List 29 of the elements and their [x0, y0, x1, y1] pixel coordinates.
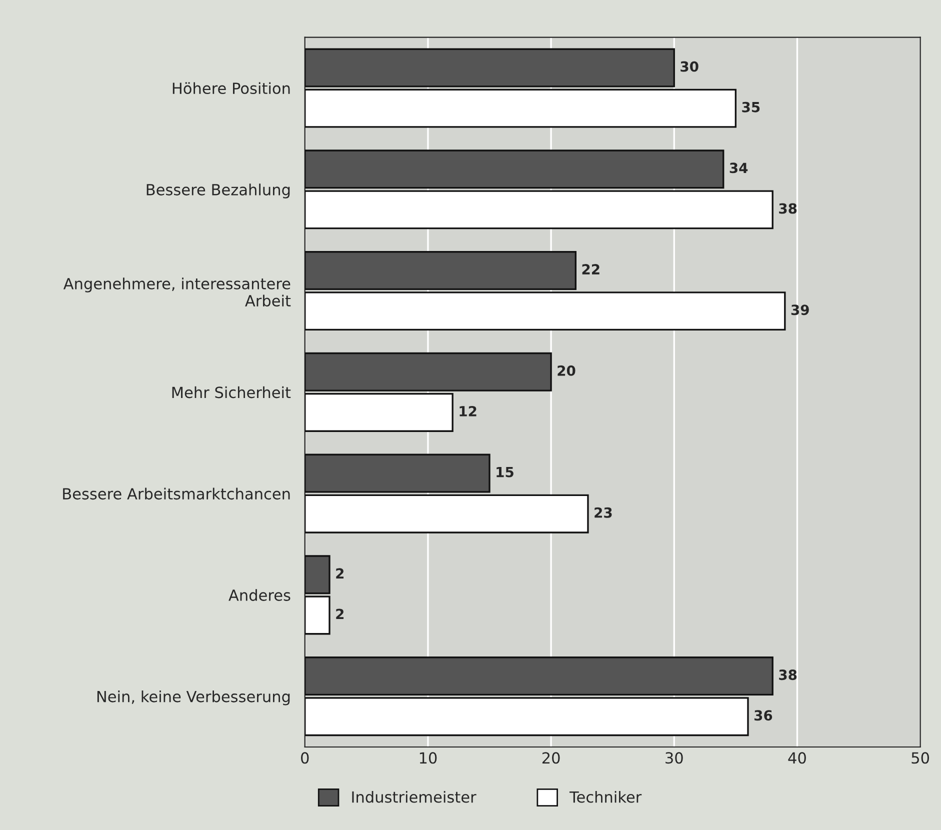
data-label: 23 — [594, 507, 612, 518]
y-tick-label: Anderes — [228, 589, 290, 601]
data-label: 35 — [742, 102, 760, 112]
y-tick-label: Höhere Position — [172, 82, 290, 94]
data-label: 12 — [460, 406, 476, 416]
data-label: 34 — [730, 162, 748, 174]
y-tick-label: Nein, keine Verbesserung — [97, 690, 290, 706]
x-tick-label: 30 — [666, 752, 683, 764]
data-label: 2 — [336, 608, 344, 620]
legend-label: Techniker — [569, 790, 642, 803]
data-label: 22 — [582, 264, 600, 274]
y-tick-label: Angenehmere, interessantere Arbeit — [63, 278, 291, 307]
data-label: 15 — [496, 466, 514, 478]
x-tick-label: 20 — [542, 752, 560, 764]
y-tick-label: Mehr Sicherheit — [172, 386, 291, 398]
data-label: 30 — [680, 61, 698, 72]
data-label: 20 — [558, 365, 576, 376]
legend-label: Industriemeister — [352, 790, 476, 803]
x-tick-label: 10 — [420, 752, 437, 764]
x-tick-label: 40 — [788, 752, 806, 764]
data-label: 36 — [754, 710, 772, 721]
data-label: 38 — [779, 203, 797, 214]
data-label: 2 — [336, 568, 344, 578]
data-label: 39 — [791, 304, 809, 316]
x-tick-label: 0 — [301, 752, 309, 764]
data-label: 38 — [779, 670, 797, 680]
x-tick-label: 50 — [912, 752, 930, 764]
y-tick-label: Bessere Bezahlung — [146, 184, 290, 198]
y-tick-label: Bessere Arbeitsmarktchancen — [63, 488, 290, 500]
